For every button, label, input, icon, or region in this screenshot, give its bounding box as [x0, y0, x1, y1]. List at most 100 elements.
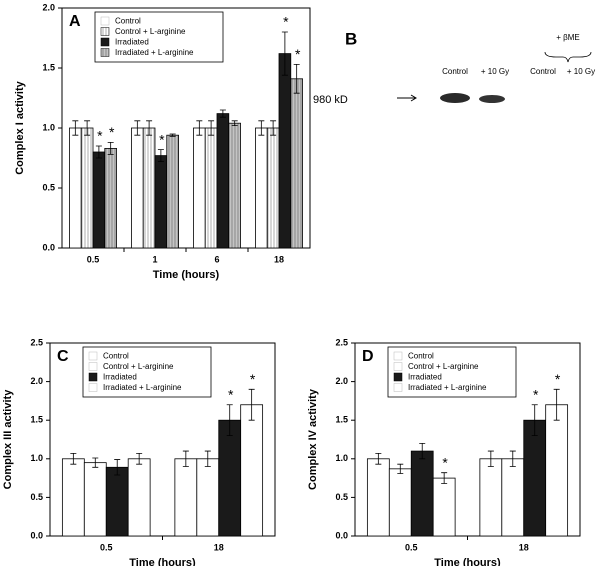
- significance: *: [442, 454, 448, 470]
- panel-letter: A: [69, 13, 81, 30]
- blot-panel: B 980 kD Control + 10 Gy + βME Control +…: [313, 29, 595, 105]
- bar: [204, 127, 218, 249]
- bar: [266, 127, 280, 249]
- legend-swatch: [88, 351, 98, 361]
- y-tick-label: 0.0: [335, 530, 348, 540]
- y-tick-label: 0.0: [30, 530, 43, 540]
- panel-letter: C: [57, 348, 69, 365]
- legend-label: Control + L-arginine: [408, 362, 479, 371]
- legend-label: Irradiated: [408, 372, 442, 381]
- arrow-head: [410, 94, 417, 102]
- error-bar: [270, 120, 277, 136]
- bar: [142, 127, 156, 249]
- error-bar: [92, 457, 99, 468]
- x-tick-label: 6: [214, 254, 219, 264]
- bar: [69, 127, 82, 249]
- lane-label: + 10 Gy: [567, 67, 595, 76]
- marker-label: 980 kD: [313, 94, 348, 106]
- legend-box: [387, 346, 517, 398]
- bar: [290, 78, 303, 249]
- legend-swatch: [393, 372, 403, 382]
- bar: [80, 127, 94, 249]
- error-bar: [397, 463, 404, 474]
- error-bar: [487, 450, 494, 467]
- legend-label: Irradiated: [115, 37, 149, 46]
- legend-box: [82, 346, 212, 398]
- x-tick-label: 1: [152, 254, 157, 264]
- y-axis-label: Complex III activity: [2, 389, 14, 490]
- error-bar: [419, 442, 426, 460]
- legend-label: Irradiated: [103, 372, 137, 381]
- lane-label: Control: [442, 67, 468, 76]
- significance: *: [159, 131, 165, 147]
- error-bar: [248, 388, 255, 421]
- bar: [501, 458, 525, 537]
- y-tick-label: 1.0: [42, 122, 55, 132]
- error-bar: [226, 404, 233, 437]
- bar: [278, 53, 292, 249]
- error-bar: [375, 452, 382, 465]
- y-tick-label: 0.0: [42, 242, 55, 252]
- y-tick-label: 1.0: [335, 453, 348, 463]
- error-bar: [114, 459, 121, 476]
- bar: [410, 450, 434, 537]
- legend-label: Irradiated + L-arginine: [115, 48, 194, 57]
- error-bar: [72, 120, 79, 136]
- error-bar: [531, 404, 538, 437]
- error-bar: [95, 145, 102, 159]
- significance: *: [109, 124, 115, 140]
- bar: [131, 127, 144, 249]
- legend-label: Control: [115, 16, 141, 25]
- x-axis-label: Time (hours): [434, 557, 501, 566]
- bar: [479, 458, 503, 537]
- legend-swatch: [393, 351, 403, 361]
- bar: [105, 466, 129, 537]
- x-tick-label: 0.5: [87, 254, 100, 264]
- bar: [61, 458, 85, 537]
- legend-swatch: [100, 48, 110, 57]
- y-tick-label: 0.5: [42, 182, 55, 192]
- y-tick-label: 2.5: [30, 337, 43, 347]
- legend-swatch: [393, 362, 403, 371]
- lane-label: Control: [530, 67, 556, 76]
- bar: [388, 468, 412, 537]
- error-bar: [146, 120, 153, 136]
- y-axis-label: Complex I activity: [14, 80, 26, 174]
- bar: [228, 122, 241, 249]
- error-bar: [134, 120, 141, 136]
- band: [440, 93, 470, 103]
- error-bar: [441, 472, 448, 484]
- error-bar: [169, 133, 176, 137]
- significance: *: [97, 128, 103, 144]
- y-tick-label: 2.0: [42, 2, 55, 12]
- significance: *: [228, 386, 234, 402]
- legend-swatch: [88, 372, 98, 382]
- bar: [218, 419, 242, 537]
- legend-label: Irradiated + L-arginine: [103, 383, 182, 392]
- error-bar: [281, 31, 288, 76]
- legend-swatch: [100, 27, 110, 36]
- legend-label: Control + L-arginine: [115, 27, 186, 36]
- y-tick-label: 0.5: [30, 492, 43, 502]
- legend-box: [94, 11, 224, 63]
- panel-letter: D: [362, 348, 374, 365]
- error-bar: [157, 149, 164, 162]
- legend-swatch: [393, 383, 403, 392]
- lane-label: + 10 Gy: [481, 67, 509, 76]
- bar: [92, 151, 106, 249]
- bar: [193, 127, 206, 249]
- error-bar: [208, 120, 215, 136]
- y-tick-label: 2.0: [335, 376, 348, 386]
- bar: [174, 458, 198, 537]
- legend-label: Irradiated + L-arginine: [408, 383, 487, 392]
- x-tick-label: 18: [214, 542, 224, 552]
- error-bar: [196, 120, 203, 136]
- bar: [154, 155, 168, 249]
- legend-swatch: [88, 362, 98, 371]
- x-tick-label: 0.5: [405, 542, 418, 552]
- y-tick-label: 1.5: [335, 415, 348, 425]
- bar: [523, 419, 547, 537]
- bar: [432, 477, 456, 537]
- panel-letter: B: [345, 29, 357, 48]
